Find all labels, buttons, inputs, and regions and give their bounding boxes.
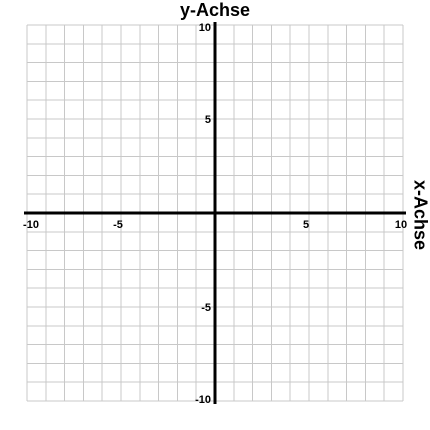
y-axis-title: y-Achse: [180, 0, 250, 20]
y-tick-label: -5: [201, 302, 211, 314]
y-tick-label: -10: [195, 394, 211, 406]
x-tick-label: -10: [23, 219, 39, 231]
x-tick-label: -5: [113, 219, 123, 231]
x-tick-label: 10: [395, 219, 407, 231]
tick-labels: -10 -5 5 10 10 5 -5 -10: [23, 22, 407, 406]
x-axis-title: x-Achse: [410, 180, 430, 250]
x-tick-label: 5: [303, 219, 309, 231]
y-tick-label: 10: [199, 22, 211, 34]
y-tick-label: 5: [205, 114, 211, 126]
